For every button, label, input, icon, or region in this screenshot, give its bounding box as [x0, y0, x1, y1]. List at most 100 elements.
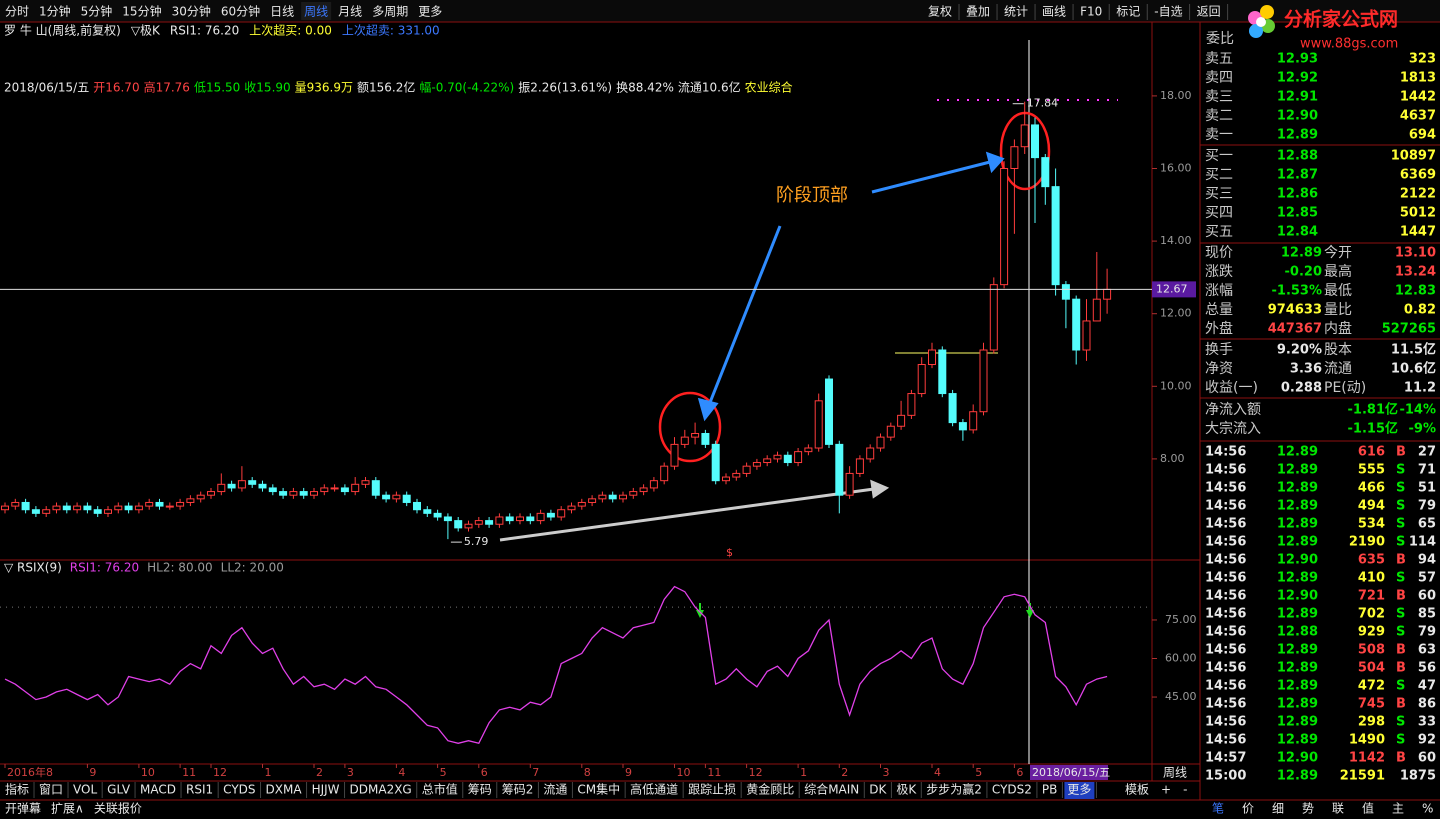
indicator-tab[interactable]: PB	[1042, 783, 1057, 797]
candle-body	[474, 520, 483, 525]
stat-value: 10.6亿	[1391, 361, 1436, 377]
footer-button[interactable]: 开弹幕	[5, 802, 41, 816]
stat-value: 0.288	[1281, 381, 1322, 396]
stat-value: 3.36	[1290, 362, 1322, 377]
book-price: 12.91	[1277, 90, 1318, 105]
indicator-tab[interactable]: CM集中	[577, 782, 620, 797]
indicator-tab[interactable]: DXMA	[266, 783, 303, 797]
trade-time: 14:56	[1205, 481, 1246, 496]
tool-button[interactable]: F10	[1080, 5, 1102, 19]
indicator-tab[interactable]: HJJW	[312, 783, 340, 797]
tool-button[interactable]: 标记	[1116, 5, 1140, 19]
candle-body	[804, 447, 813, 453]
panel-tab[interactable]: 价	[1242, 802, 1254, 816]
tool-button[interactable]: 叠加	[966, 5, 990, 19]
indicator-tab[interactable]: 总市值	[422, 782, 458, 797]
period-tab[interactable]: 30分钟	[172, 4, 211, 19]
indicator-tab[interactable]: 筹码	[468, 783, 492, 797]
indicator-tab[interactable]: 步步为赢2	[926, 782, 982, 797]
period-tab[interactable]: 60分钟	[221, 4, 260, 19]
footer-button[interactable]: 扩展∧	[51, 802, 84, 816]
indicator-tab[interactable]: DK	[869, 783, 887, 797]
tool-button[interactable]: 复权	[928, 5, 952, 19]
period-tab[interactable]: 5分钟	[81, 4, 113, 19]
panel-tab[interactable]: 值	[1362, 801, 1374, 816]
indicator-tab[interactable]: 窗口	[39, 783, 63, 797]
arrow	[697, 151, 1005, 422]
period-tab[interactable]: 更多	[418, 5, 442, 19]
indicator-tab[interactable]: 高低通道	[630, 782, 678, 797]
candle-body	[608, 494, 617, 500]
book-volume: 5012	[1400, 206, 1436, 221]
panel-tab[interactable]: 联	[1332, 802, 1344, 816]
book-price: 12.89	[1277, 128, 1318, 143]
indicator-tab[interactable]: DDMA2XG	[350, 783, 412, 797]
tool-button[interactable]: 统计	[1004, 5, 1028, 19]
candle-body	[11, 501, 20, 507]
indicator-tab[interactable]: MACD	[140, 783, 176, 797]
indicator-title: RSI1: 76.20	[70, 561, 139, 575]
period-tab[interactable]: 1分钟	[39, 4, 71, 19]
candle-body	[526, 516, 535, 522]
candle-body	[845, 472, 854, 496]
tool-button[interactable]: 画线	[1042, 5, 1066, 19]
trade-count: 114	[1409, 535, 1436, 550]
panel-tab[interactable]: 主	[1392, 802, 1404, 816]
panel-tab[interactable]: 笔	[1212, 801, 1224, 816]
indicator-title: ▽ RSIX(9)	[4, 561, 62, 575]
panel-tab[interactable]: 细	[1272, 802, 1284, 816]
candle-body	[217, 483, 226, 493]
tool-button[interactable]: -自选	[1154, 5, 1182, 19]
template-button[interactable]: -	[1183, 783, 1187, 797]
template-button[interactable]: +	[1161, 783, 1171, 797]
candle-body	[1020, 124, 1029, 148]
panel-tab[interactable]: 势	[1302, 802, 1314, 816]
indicator-tab[interactable]: 更多	[1067, 783, 1091, 797]
trade-side: S	[1396, 481, 1405, 496]
period-tab[interactable]: 15分钟	[122, 4, 161, 19]
indicator-tab[interactable]: VOL	[73, 783, 97, 797]
period-tab[interactable]: 周线	[304, 5, 328, 19]
period-tab[interactable]: 多周期	[372, 5, 408, 19]
template-button[interactable]: 模板	[1125, 783, 1149, 797]
footer-button[interactable]: 关联报价	[94, 801, 142, 816]
trade-volume: 616	[1358, 445, 1385, 460]
indicator-tab[interactable]: CYDS	[223, 783, 255, 797]
panel-tab[interactable]: %	[1422, 802, 1433, 816]
indicator-tab[interactable]: 黄金顾比	[746, 782, 794, 797]
book-price: 12.88	[1277, 149, 1318, 164]
trade-side: S	[1396, 679, 1405, 694]
indicator-tab[interactable]: 指标	[5, 782, 29, 797]
trade-volume: 21591	[1340, 769, 1385, 784]
stat-label: 内盘	[1324, 320, 1352, 337]
x-tick-label: 9	[89, 766, 96, 779]
book-label: 买三	[1205, 186, 1233, 202]
indicator-tab[interactable]: 跟踪止损	[688, 783, 736, 797]
indicator-tab[interactable]: RSI1	[186, 783, 213, 797]
x-tick-label: 6	[1016, 766, 1023, 779]
period-tab[interactable]: 月线	[338, 5, 362, 19]
trade-volume: 702	[1358, 607, 1385, 622]
candle-body	[1000, 168, 1009, 286]
trade-price: 12.89	[1277, 481, 1318, 496]
candle-body	[392, 494, 401, 500]
candle-body	[825, 378, 833, 445]
candle-body	[1, 505, 9, 511]
trade-time: 14:56	[1205, 535, 1246, 550]
indicator-tab[interactable]: 极K	[896, 783, 917, 797]
tool-button[interactable]: 返回	[1197, 5, 1221, 19]
bar-info: 开16.70	[93, 81, 139, 95]
indicator-tab[interactable]: 流通	[543, 783, 567, 797]
trade-side: S	[1396, 625, 1405, 640]
candle-body	[330, 487, 339, 490]
trade-price: 12.89	[1277, 697, 1318, 712]
bar-info: 农业综合	[745, 80, 793, 95]
book-price: 12.93	[1277, 52, 1318, 67]
period-tab[interactable]: 日线	[270, 5, 294, 19]
indicator-tab[interactable]: 筹码2	[502, 783, 534, 797]
candle-body	[371, 480, 380, 496]
indicator-tab[interactable]: GLV	[107, 783, 131, 797]
period-tab[interactable]: 分时	[5, 5, 29, 19]
indicator-tab[interactable]: 综合MAIN	[804, 782, 859, 797]
indicator-tab[interactable]: CYDS2	[992, 783, 1032, 797]
